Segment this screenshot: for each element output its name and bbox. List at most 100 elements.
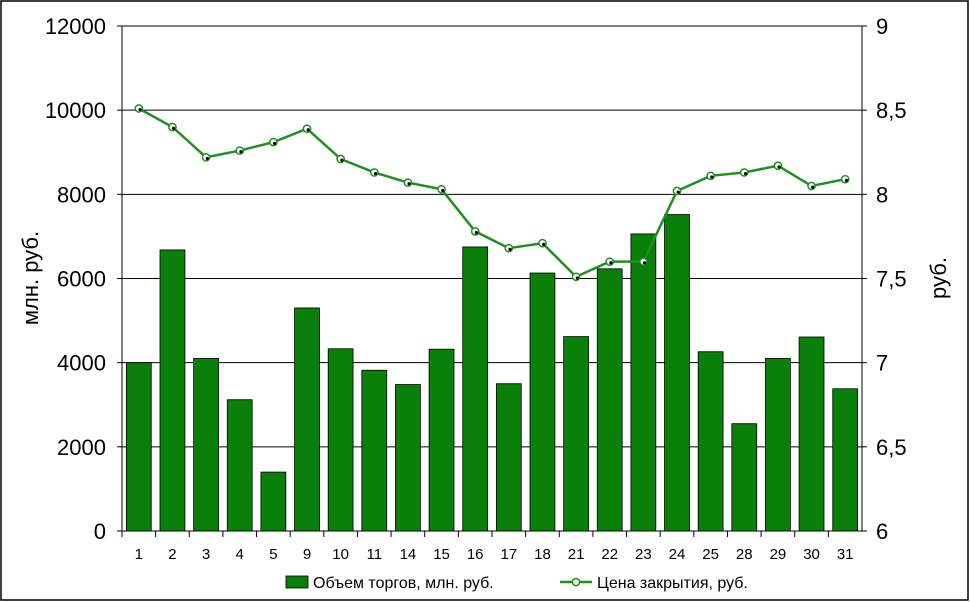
right-axis-ticks: 6 6,5 7 7,5 8 8,5 9 <box>862 14 907 544</box>
line-point <box>807 181 816 191</box>
line-point-shadow <box>205 156 209 161</box>
bar <box>832 388 859 532</box>
bar <box>226 399 253 532</box>
bar <box>529 272 556 532</box>
left-tick-label: 4000 <box>57 351 106 376</box>
legend-bar-swatch <box>285 575 309 589</box>
right-tick-label: 6,5 <box>876 435 907 460</box>
line-point-shadow <box>306 128 310 132</box>
x-tick-label: 5 <box>269 546 277 563</box>
legend-line-label: Цена закрытия, руб. <box>597 575 748 592</box>
bar <box>159 249 186 532</box>
y-axis-title: млн. руб. <box>18 231 43 325</box>
line-point-shadow <box>844 178 848 182</box>
line-point-shadow <box>609 261 613 265</box>
line-point <box>134 104 144 113</box>
line-point <box>538 238 547 248</box>
line-point-shadow <box>710 175 714 179</box>
bar <box>664 214 690 532</box>
line-point-shadow <box>575 276 579 280</box>
line-point <box>369 168 379 177</box>
line-point <box>571 272 581 282</box>
line-point <box>336 154 345 164</box>
bar <box>260 471 287 532</box>
bar <box>630 233 657 532</box>
legend-bar-label: Объем торгов, млн. руб. <box>313 575 494 592</box>
legend-line-marker <box>571 577 581 587</box>
line-point <box>773 161 783 171</box>
line-point <box>201 152 211 162</box>
right-tick-label: 7 <box>876 351 888 376</box>
line-point-shadow <box>441 188 445 193</box>
line-series <box>134 104 850 282</box>
x-tick-label: 17 <box>500 546 517 563</box>
line-point <box>235 146 245 155</box>
line-point-shadow <box>340 158 344 162</box>
line-point-shadow <box>138 108 142 112</box>
left-tick-label: 6000 <box>57 267 106 292</box>
line-point <box>504 243 514 253</box>
line-point-shadow <box>407 182 411 186</box>
right-tick-label: 8 <box>876 182 888 207</box>
bar <box>798 336 825 532</box>
line-point-shadow <box>642 261 647 265</box>
line-point-shadow <box>272 141 277 145</box>
x-tick-label: 28 <box>736 546 753 563</box>
x-tick-label: 3 <box>202 546 210 563</box>
x-tick-label: 16 <box>467 546 484 563</box>
y2-axis-title: руб. <box>926 257 951 299</box>
bar <box>428 348 455 532</box>
line-point <box>605 257 615 267</box>
x-tick-label: 10 <box>332 546 349 563</box>
bar <box>765 358 791 532</box>
x-tick-label: 18 <box>534 546 551 563</box>
x-tick-label: 29 <box>770 546 787 563</box>
bar <box>125 362 152 532</box>
x-tick-label: 30 <box>803 546 820 563</box>
line-point <box>639 257 648 267</box>
x-tick-label: 21 <box>568 546 585 563</box>
x-tick-label: 1 <box>135 546 143 563</box>
line-point <box>302 124 312 134</box>
bar-series <box>125 214 859 532</box>
line-point-shadow <box>542 242 546 246</box>
x-tick-label: 14 <box>400 546 417 563</box>
legend: Объем торгов, млн. руб. Цена закрытия, р… <box>285 575 748 592</box>
bar <box>294 307 320 532</box>
left-tick-label: 12000 <box>45 14 106 39</box>
x-tick-label: 24 <box>669 546 686 563</box>
right-tick-label: 6 <box>876 519 888 544</box>
left-tick-label: 0 <box>94 519 106 544</box>
left-axis-ticks: 0 2000 4000 6000 8000 10000 12000 <box>45 14 122 544</box>
right-tick-label: 9 <box>876 14 888 39</box>
bar <box>462 246 489 532</box>
x-tick-label: 22 <box>601 546 618 563</box>
line-point <box>470 227 480 236</box>
right-tick-label: 7,5 <box>876 267 907 292</box>
bar <box>193 358 219 532</box>
left-tick-label: 2000 <box>57 435 106 460</box>
bar <box>327 348 354 532</box>
line-point-shadow <box>811 185 815 189</box>
line-point-shadow <box>743 172 748 176</box>
line-point-shadow <box>474 230 478 235</box>
x-tick-label: 15 <box>433 546 450 563</box>
line-point <box>168 122 177 132</box>
x-tick-label: 2 <box>168 546 176 563</box>
bar <box>495 383 522 532</box>
x-axis-ticks: 1 2 3 4 5 9 10 11 14 15 16 17 18 21 22 23 24 25 28 29 30 31 <box>121 531 854 563</box>
line-point <box>437 184 446 194</box>
line-point-shadow <box>172 126 176 130</box>
bar <box>563 336 589 532</box>
line-point-shadow <box>373 172 378 176</box>
x-tick-label: 11 <box>366 546 382 563</box>
left-tick-label: 8000 <box>57 182 106 207</box>
line-point <box>269 137 278 147</box>
x-tick-label: 9 <box>303 546 311 563</box>
line-point <box>739 168 749 177</box>
line-point <box>403 178 413 187</box>
line-path <box>138 107 846 279</box>
line-point-shadow <box>676 190 680 194</box>
